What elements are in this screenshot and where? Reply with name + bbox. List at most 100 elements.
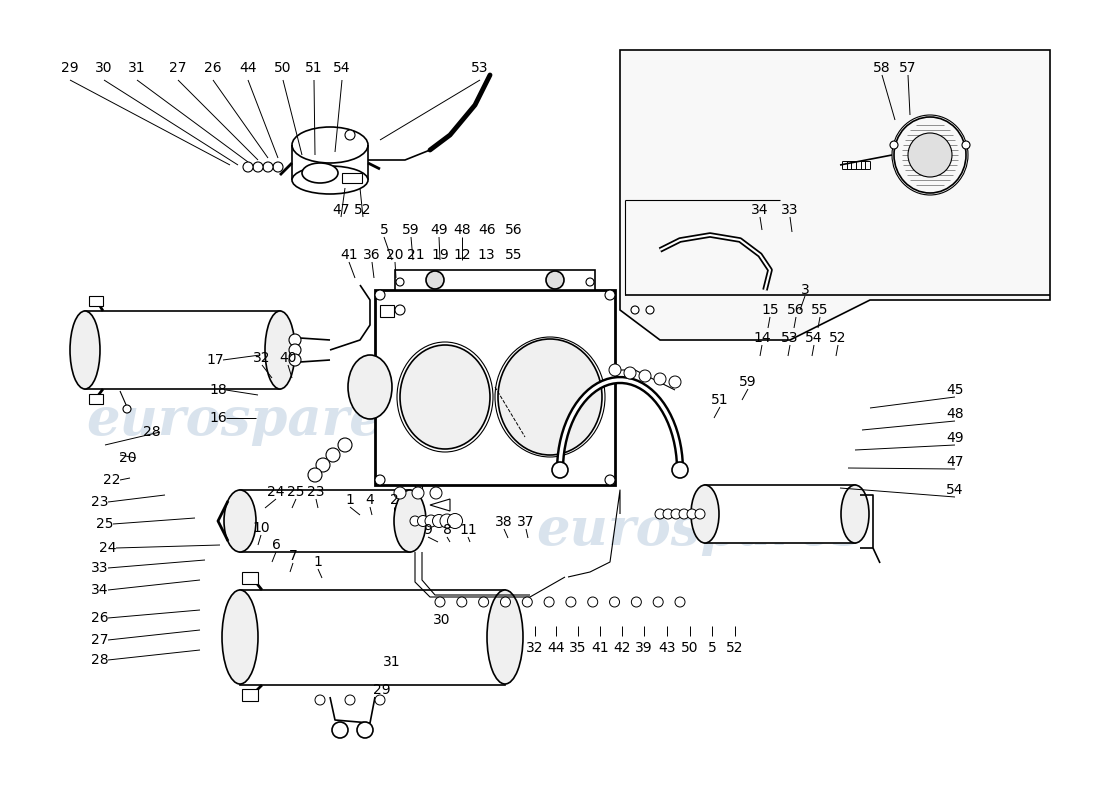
Circle shape	[308, 468, 322, 482]
Circle shape	[418, 515, 429, 526]
Polygon shape	[620, 50, 1050, 340]
Circle shape	[609, 364, 622, 376]
Text: 49: 49	[430, 223, 448, 237]
Circle shape	[587, 597, 597, 607]
Circle shape	[631, 597, 641, 607]
Circle shape	[326, 448, 340, 462]
Circle shape	[440, 514, 454, 528]
Ellipse shape	[908, 133, 952, 177]
Text: 31: 31	[129, 61, 146, 75]
Polygon shape	[430, 499, 450, 511]
Text: 12: 12	[453, 248, 471, 262]
Text: 14: 14	[754, 331, 771, 345]
Text: 54: 54	[333, 61, 351, 75]
Bar	[379, 305, 394, 317]
Text: 21: 21	[407, 248, 425, 262]
Text: 48: 48	[453, 223, 471, 237]
Text: eurospares: eurospares	[537, 505, 864, 555]
Bar	[705, 485, 855, 543]
Circle shape	[375, 475, 385, 485]
Text: 44: 44	[240, 61, 256, 75]
Text: 29: 29	[62, 61, 79, 75]
Text: 24: 24	[99, 541, 117, 555]
Text: 22: 22	[103, 473, 121, 487]
Text: 7: 7	[288, 549, 297, 563]
Text: 1: 1	[345, 493, 354, 507]
Text: 50: 50	[274, 61, 292, 75]
Circle shape	[316, 458, 330, 472]
Circle shape	[478, 597, 488, 607]
Text: 3: 3	[801, 283, 810, 297]
Text: 5: 5	[379, 223, 388, 237]
Text: 39: 39	[635, 641, 652, 655]
Bar	[242, 572, 258, 584]
Text: 38: 38	[495, 515, 513, 529]
Circle shape	[243, 162, 253, 172]
Circle shape	[654, 373, 666, 385]
Text: 53: 53	[471, 61, 488, 75]
Bar	[240, 490, 410, 552]
Circle shape	[396, 278, 404, 286]
Circle shape	[123, 405, 131, 413]
Text: 5: 5	[707, 641, 716, 655]
Circle shape	[522, 597, 532, 607]
Text: 24: 24	[267, 485, 285, 499]
Text: 45: 45	[946, 383, 964, 397]
Text: 41: 41	[340, 248, 358, 262]
Circle shape	[565, 597, 576, 607]
Text: 30: 30	[96, 61, 112, 75]
Circle shape	[624, 367, 636, 379]
Polygon shape	[395, 270, 595, 290]
Ellipse shape	[691, 485, 719, 543]
Text: 11: 11	[459, 523, 477, 537]
Circle shape	[448, 514, 462, 529]
Ellipse shape	[224, 490, 256, 552]
Bar	[342, 173, 362, 183]
Circle shape	[263, 162, 273, 172]
Circle shape	[345, 130, 355, 140]
Text: 56: 56	[788, 303, 805, 317]
Text: 8: 8	[442, 523, 451, 537]
Circle shape	[586, 278, 594, 286]
Text: 50: 50	[681, 641, 698, 655]
Circle shape	[434, 597, 446, 607]
Ellipse shape	[348, 355, 392, 419]
Bar	[240, 590, 505, 685]
Bar	[375, 290, 615, 485]
Ellipse shape	[292, 166, 368, 194]
Text: 57: 57	[900, 61, 916, 75]
Text: 29: 29	[373, 683, 390, 697]
Text: 41: 41	[591, 641, 608, 655]
Text: 52: 52	[829, 331, 847, 345]
Text: 55: 55	[505, 248, 522, 262]
Text: 4: 4	[365, 493, 374, 507]
Text: 17: 17	[206, 353, 223, 367]
Ellipse shape	[265, 311, 295, 389]
Circle shape	[375, 695, 385, 705]
Text: 33: 33	[781, 203, 799, 217]
Circle shape	[695, 509, 705, 519]
Text: 47: 47	[332, 203, 350, 217]
Circle shape	[688, 509, 697, 519]
Circle shape	[631, 306, 639, 314]
Text: 19: 19	[431, 248, 449, 262]
Text: 26: 26	[91, 611, 109, 625]
Text: 59: 59	[403, 223, 420, 237]
Ellipse shape	[394, 490, 426, 552]
Text: 32: 32	[253, 351, 271, 365]
Text: 42: 42	[614, 641, 630, 655]
Text: 26: 26	[205, 61, 222, 75]
Text: 28: 28	[91, 653, 109, 667]
Circle shape	[675, 597, 685, 607]
Text: 36: 36	[363, 248, 381, 262]
Text: 13: 13	[477, 248, 495, 262]
Text: 28: 28	[143, 425, 161, 439]
Ellipse shape	[70, 311, 100, 389]
Text: 25: 25	[97, 517, 113, 531]
Text: 35: 35	[570, 641, 586, 655]
Text: 27: 27	[169, 61, 187, 75]
Text: 37: 37	[517, 515, 535, 529]
Text: 33: 33	[91, 561, 109, 575]
Text: eurospares: eurospares	[87, 394, 414, 446]
Bar	[89, 394, 103, 404]
